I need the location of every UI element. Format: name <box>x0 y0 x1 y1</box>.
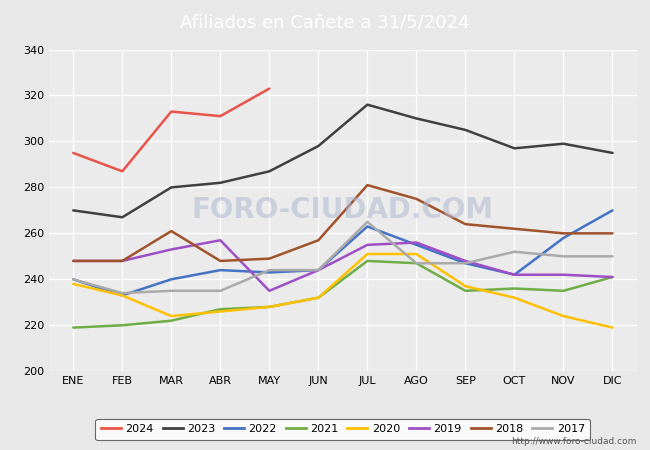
Text: http://www.foro-ciudad.com: http://www.foro-ciudad.com <box>512 436 637 446</box>
Legend: 2024, 2023, 2022, 2021, 2020, 2019, 2018, 2017: 2024, 2023, 2022, 2021, 2020, 2019, 2018… <box>96 418 590 440</box>
Text: Afiliados en Cañete a 31/5/2024: Afiliados en Cañete a 31/5/2024 <box>180 14 470 32</box>
Text: FORO-CIUDAD.COM: FORO-CIUDAD.COM <box>192 196 494 225</box>
